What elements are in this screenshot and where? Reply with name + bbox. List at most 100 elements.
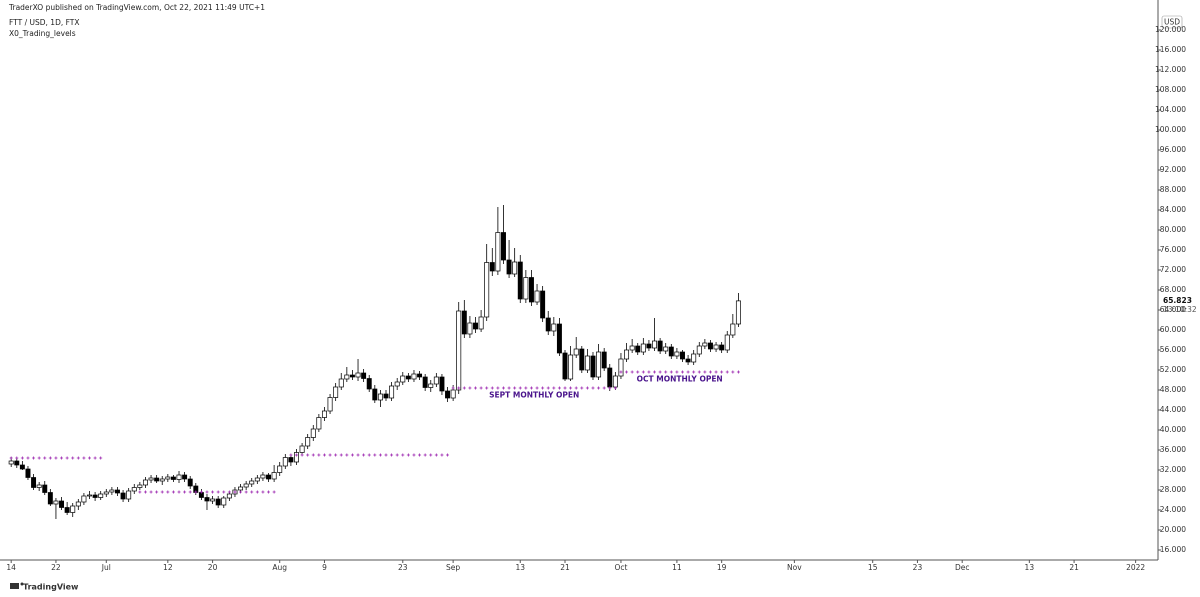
- candle-body: [8, 460, 14, 465]
- candle-body: [573, 348, 579, 356]
- level-line: [9, 456, 103, 460]
- candle-body: [98, 493, 104, 498]
- currency-box[interactable]: [1161, 15, 1183, 29]
- candle-body: [713, 344, 719, 350]
- candle-body: [165, 476, 171, 480]
- candle-body: [170, 476, 176, 480]
- y-tick-label: 68.000: [1160, 285, 1186, 294]
- y-tick-label: 92.000: [1160, 165, 1186, 174]
- candle-body: [148, 477, 154, 481]
- level-label: SEPT MONTHLY OPEN: [489, 391, 579, 400]
- candle-body: [305, 437, 311, 447]
- candle-body: [344, 374, 350, 380]
- candle-body: [640, 343, 646, 353]
- countdown: 13:10:32: [1163, 305, 1197, 314]
- y-tick-label: 40.000: [1160, 425, 1186, 434]
- candle-body: [484, 262, 490, 318]
- y-tick-label: 112.000: [1155, 65, 1186, 74]
- candle-body: [254, 477, 260, 482]
- currency[interactable]: USD: [1164, 18, 1180, 27]
- x-tick-label: Aug: [272, 563, 287, 572]
- candle-body: [316, 417, 322, 430]
- level-line: [289, 453, 450, 457]
- x-tick-label: Jul: [101, 563, 111, 572]
- y-tick-label: 80.000: [1160, 225, 1186, 234]
- candle-body: [540, 290, 546, 319]
- candle-body: [249, 480, 255, 485]
- x-tick-label: 2022: [1126, 563, 1145, 572]
- y-tick-label: 104.000: [1155, 105, 1186, 114]
- y-tick-label: 48.000: [1160, 385, 1186, 394]
- candle-body: [238, 486, 244, 491]
- y-tick-label: 20.000: [1160, 525, 1186, 534]
- x-tick-label: 21: [560, 563, 570, 572]
- candle-body: [445, 390, 451, 399]
- candle-body: [64, 507, 70, 513]
- candle-body: [372, 388, 378, 401]
- brand: TradingView: [23, 583, 79, 592]
- candle-body: [523, 277, 529, 300]
- x-tick-label: 11: [672, 563, 682, 572]
- y-tick-label: 76.000: [1160, 245, 1186, 254]
- y-tick-label: 64.000: [1160, 305, 1186, 314]
- candle-body: [551, 323, 557, 332]
- candle-body: [528, 277, 534, 303]
- candle-body: [735, 300, 741, 325]
- candle-body: [635, 345, 641, 353]
- x-tick-label: 13: [1025, 563, 1035, 572]
- y-tick-label: 56.000: [1160, 345, 1186, 354]
- candle-body: [243, 483, 249, 488]
- candle-body: [349, 374, 355, 378]
- candle-body: [142, 479, 148, 486]
- y-tick-label: 28.000: [1160, 485, 1186, 494]
- candle-body: [417, 373, 423, 378]
- candle-body: [277, 465, 283, 473]
- candle-body: [310, 428, 316, 438]
- candle-body: [87, 494, 92, 497]
- x-tick-label: 23: [913, 563, 923, 572]
- candle-body: [517, 261, 523, 300]
- candle-body: [36, 484, 42, 488]
- candle-body: [590, 355, 596, 378]
- candle-body: [422, 376, 428, 388]
- candle-body: [702, 342, 708, 347]
- brand-logo: [10, 582, 24, 589]
- candle-body: [159, 478, 165, 482]
- candle-body: [282, 457, 288, 467]
- candle-body: [103, 491, 109, 495]
- candle-body: [131, 487, 137, 492]
- x-tick-label: 12: [163, 563, 173, 572]
- candle-body: [489, 262, 495, 272]
- candle-body: [271, 472, 277, 480]
- candle-body: [294, 452, 299, 463]
- x-tick-label: 19: [717, 563, 727, 572]
- x-tick-label: 9: [322, 563, 327, 572]
- publisher: TraderXO published on TradingView.com, O…: [8, 3, 265, 12]
- candle-body: [204, 497, 210, 502]
- candle-body: [377, 393, 383, 401]
- candle-body: [601, 351, 607, 369]
- candle-body: [383, 393, 389, 399]
- candle-body: [154, 477, 160, 482]
- candle-body: [612, 375, 618, 388]
- candle-body: [25, 468, 31, 478]
- candle-body: [467, 322, 473, 335]
- x-tick-label: 14: [6, 563, 16, 572]
- x-tick-label: 23: [398, 563, 408, 572]
- x-tick-label: Oct: [614, 563, 627, 572]
- candle-body: [19, 464, 25, 470]
- x-tick-label: 15: [868, 563, 878, 572]
- candle-body: [327, 397, 333, 412]
- y-tick-label: 88.000: [1160, 185, 1186, 194]
- candle-body: [389, 385, 395, 399]
- y-tick-label: 116.000: [1155, 45, 1186, 54]
- level-line: [619, 370, 740, 374]
- candle-body: [450, 389, 456, 399]
- x-tick-label: 22: [51, 563, 61, 572]
- candle-body: [680, 351, 685, 360]
- candles: [8, 205, 741, 519]
- candle-body: [221, 497, 227, 506]
- candle-body: [266, 474, 271, 480]
- candle-body: [215, 498, 221, 506]
